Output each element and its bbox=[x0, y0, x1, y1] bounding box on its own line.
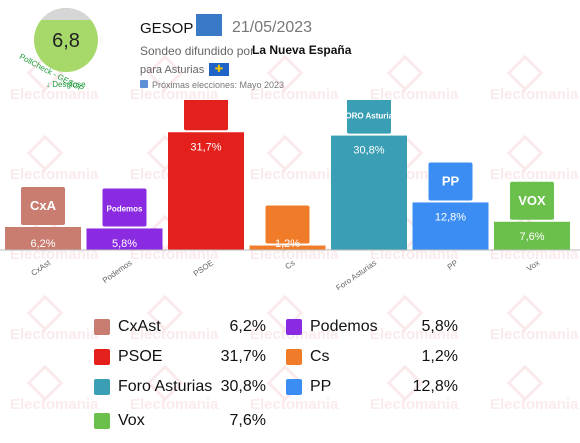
svg-text:PP: PP bbox=[442, 173, 460, 188]
watermark: Electomania bbox=[250, 54, 339, 103]
bar-value-label: 7,6% bbox=[519, 231, 544, 243]
bar-foro-asturias bbox=[331, 135, 407, 250]
pollster-logo-icon bbox=[196, 14, 222, 36]
watermark-text: Electomania bbox=[490, 166, 579, 183]
ballot-box-icon bbox=[140, 80, 148, 88]
watermark: Electomania bbox=[130, 294, 219, 343]
bar-value-label: 30,8% bbox=[353, 145, 384, 157]
svg-text:CxA: CxA bbox=[30, 198, 57, 213]
watermark-text: Electomania bbox=[250, 396, 339, 413]
watermark-text: Electomania bbox=[370, 86, 459, 103]
watermark: Electomania bbox=[370, 294, 459, 343]
watermark-text: Electomania bbox=[10, 326, 99, 343]
watermark-text: Electomania bbox=[130, 396, 219, 413]
next-elections: Próximas elecciones: Mayo 2023 bbox=[140, 80, 284, 90]
party-logo-podemos: Podemos bbox=[102, 188, 147, 227]
watermark: Electomania bbox=[130, 54, 219, 103]
legend-value: 31,7% bbox=[220, 348, 266, 365]
watermark-text: Electomania bbox=[130, 86, 219, 103]
category-label: Cs bbox=[283, 258, 296, 271]
watermark-text: Electomania bbox=[10, 396, 99, 413]
watermark-text: Electomania bbox=[490, 396, 579, 413]
watermark-text: Electomania bbox=[370, 326, 459, 343]
watermark: Electomania bbox=[490, 364, 579, 413]
watermark-text: Electomania bbox=[250, 166, 339, 183]
watermark: Electomania bbox=[490, 54, 579, 103]
region-label: para Asturias bbox=[140, 64, 205, 76]
legend-item: Cs bbox=[286, 346, 330, 368]
watermark: Electomania bbox=[250, 364, 339, 413]
watermark: Electomania bbox=[490, 294, 579, 343]
bar-value-label: 12,8% bbox=[435, 211, 466, 223]
legend-party-name: PSOE bbox=[118, 348, 163, 365]
svg-text:Podemos: Podemos bbox=[106, 204, 143, 213]
bar-podemos bbox=[86, 228, 163, 250]
watermark: Electomania bbox=[10, 54, 99, 103]
category-label: PSOE bbox=[192, 258, 215, 278]
bar-vox bbox=[494, 221, 570, 250]
legend-value: 1,2% bbox=[421, 348, 458, 365]
legend-item: Vox bbox=[94, 410, 145, 432]
watermark: Electomania bbox=[370, 54, 459, 103]
party-logo-vox: VOX bbox=[510, 181, 554, 220]
legend-party-name: Vox bbox=[118, 412, 145, 429]
svg-text:VOX: VOX bbox=[518, 193, 546, 208]
party-logo-cxast: CxA bbox=[21, 186, 65, 225]
watermark-text: Electomania bbox=[10, 166, 99, 183]
category-label: CxAst bbox=[30, 258, 53, 278]
score-value: 6,8 bbox=[52, 30, 80, 52]
party-logo-pp: PP bbox=[428, 162, 473, 201]
party-logo-icon bbox=[94, 413, 110, 429]
watermark: Electomania bbox=[130, 364, 219, 413]
bar-pp bbox=[412, 202, 489, 250]
legend-item: PSOE bbox=[94, 346, 162, 368]
bar-value-label: 5,8% bbox=[112, 238, 137, 250]
next-elections-label: Próximas elecciones: Mayo 2023 bbox=[152, 80, 285, 90]
party-logo-icon bbox=[94, 349, 110, 365]
pollcheck-score-circle[interactable]: 6,8 bbox=[34, 8, 98, 72]
watermark-text: Electomania bbox=[10, 86, 99, 103]
watermark-text: Electomania bbox=[250, 326, 339, 343]
media-name: La Nueva España bbox=[252, 43, 352, 57]
watermark: Electomania bbox=[250, 134, 339, 183]
watermark: Electomania bbox=[490, 134, 579, 183]
legend-value: 7,6% bbox=[229, 412, 266, 429]
watermark-text: Electomania bbox=[490, 326, 579, 343]
bar-cs bbox=[249, 245, 326, 250]
legend-party-name: Cs bbox=[310, 348, 330, 365]
watermark: Electomania bbox=[10, 134, 99, 183]
bar-cxast bbox=[5, 226, 81, 250]
category-label: Foro Asturias bbox=[334, 258, 378, 290]
party-logo-foro-asturias: FORO Asturias bbox=[340, 100, 398, 134]
party-logo-cs bbox=[265, 205, 310, 244]
watermark: Electomania bbox=[10, 294, 99, 343]
bar-value-label: 31,7% bbox=[190, 141, 221, 153]
category-label: Vox bbox=[525, 258, 541, 273]
category-label: PP bbox=[446, 258, 460, 271]
svg-text:FORO Asturias: FORO Asturias bbox=[340, 112, 398, 121]
category-label: Podemos bbox=[101, 258, 134, 285]
bar-psoe bbox=[168, 132, 244, 250]
party-logo-icon bbox=[286, 349, 302, 365]
desglose-link[interactable]: ↓ Desglose bbox=[46, 80, 86, 89]
party-logo-psoe bbox=[184, 100, 228, 131]
poll-date: 21/05/2023 bbox=[232, 19, 313, 36]
bar-value-label: 6,2% bbox=[30, 238, 55, 250]
pollster-name: GESOP bbox=[140, 20, 194, 37]
asturias-flag-icon: ✚ bbox=[209, 63, 229, 76]
score-cap bbox=[34, 8, 98, 20]
watermark: Electomania bbox=[370, 364, 459, 413]
desglose-label: Desglose bbox=[52, 80, 86, 89]
sondeo-label: Sondeo difundido por bbox=[140, 44, 255, 58]
watermark-text: Electomania bbox=[490, 86, 579, 103]
watermark: Electomania bbox=[250, 294, 339, 343]
watermark: Electomania bbox=[10, 364, 99, 413]
bar-value-label: 1,2% bbox=[275, 238, 300, 250]
watermark-text: Electomania bbox=[370, 396, 459, 413]
watermark-text: Electomania bbox=[250, 86, 339, 103]
watermark-text: Electomania bbox=[130, 326, 219, 343]
bar-chart: CxA 6,2% CxAst Podemos 5,8% Podemos 31,7% PSOE 1… bbox=[0, 100, 580, 290]
